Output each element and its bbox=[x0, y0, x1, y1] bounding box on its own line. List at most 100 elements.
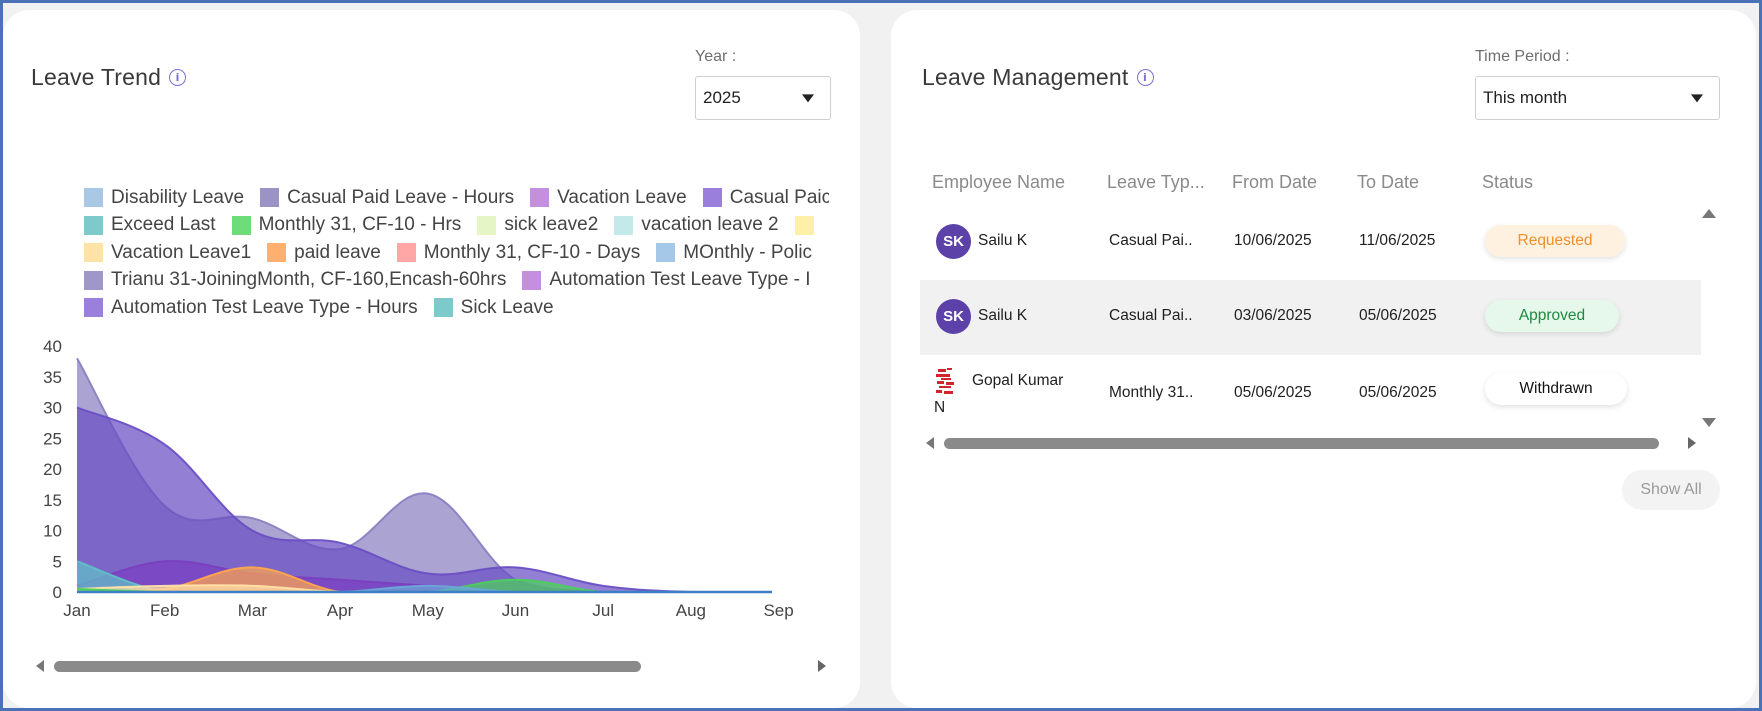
x-tick-label: Feb bbox=[150, 601, 179, 620]
legend-row: Vacation Leave1 paid leave Monthly 31, CF-… bbox=[84, 239, 829, 267]
x-tick-label: Jun bbox=[502, 601, 529, 620]
legend-swatch bbox=[614, 215, 634, 235]
legend-item[interactable]: Trianu 31-JoiningMonth, CF-160,Encash-60… bbox=[84, 269, 506, 291]
from-date: 03/06/2025 bbox=[1234, 307, 1312, 324]
chart-horizontal-scrollbar[interactable] bbox=[36, 656, 826, 676]
legend-item[interactable]: Casual Paic bbox=[702, 186, 829, 209]
x-tick-label: Jul bbox=[592, 601, 614, 620]
legend-label: Disability Leave bbox=[111, 186, 245, 208]
legend-row: Trianu 31-JoiningMonth, CF-160,Encash-60… bbox=[84, 267, 829, 295]
avatar: SK bbox=[936, 224, 971, 259]
legend-label: Exceed Last bbox=[111, 214, 216, 236]
show-all-button[interactable]: Show All bbox=[1622, 470, 1720, 510]
legend-item[interactable] bbox=[794, 215, 822, 235]
legend-item[interactable]: Automation Test Leave Type - I bbox=[522, 269, 811, 291]
legend-label: Trianu 31-JoiningMonth, CF-160,Encash-60… bbox=[111, 269, 507, 291]
legend-item[interactable]: Disability Leave bbox=[84, 187, 244, 209]
legend-label: sick leave2 bbox=[504, 214, 599, 236]
column-header-employee-name[interactable]: Employee Name bbox=[932, 172, 1066, 192]
y-tick-label: 0 bbox=[53, 583, 62, 602]
leave-management-title-text: Leave Management bbox=[922, 64, 1129, 90]
legend-item[interactable]: vacation leave 2 bbox=[614, 214, 779, 236]
status-badge: Requested bbox=[1485, 225, 1625, 257]
column-header-to-date[interactable]: To Date bbox=[1357, 172, 1420, 192]
status-badge: Approved bbox=[1485, 300, 1619, 332]
scroll-up-icon[interactable] bbox=[1702, 209, 1716, 218]
time-period-label: Time Period : bbox=[1475, 48, 1570, 65]
legend-swatch bbox=[260, 188, 280, 208]
x-tick-label: Mar bbox=[238, 601, 268, 620]
y-tick-label: 40 bbox=[43, 337, 62, 356]
legend-label: Casual Paid Leave - Hours bbox=[287, 186, 515, 208]
leave-type: Casual Pai.. bbox=[1109, 307, 1193, 324]
scroll-right-icon[interactable] bbox=[818, 660, 826, 672]
legend-swatch bbox=[522, 270, 542, 290]
legend-swatch bbox=[84, 215, 103, 235]
year-select[interactable]: 2025 bbox=[695, 76, 831, 120]
legend-swatch bbox=[267, 243, 287, 263]
leave-trend-title: Leave Trend i bbox=[31, 64, 187, 91]
series-area-1 bbox=[77, 407, 772, 592]
legend-swatch bbox=[84, 188, 103, 208]
x-tick-label: Sep bbox=[763, 601, 793, 620]
info-icon[interactable]: i bbox=[1136, 69, 1154, 86]
time-period-select-value: This month bbox=[1483, 88, 1568, 107]
year-label: Year : bbox=[695, 48, 737, 65]
legend-swatch bbox=[530, 188, 550, 208]
employee-name: Gopal Kumar bbox=[972, 372, 1064, 389]
employee-name: Sailu K bbox=[978, 307, 1028, 324]
avatar: SK bbox=[936, 299, 971, 334]
to-date: 05/06/2025 bbox=[1359, 384, 1437, 401]
legend-item[interactable]: Exceed Last bbox=[84, 214, 216, 236]
leave-management-card bbox=[891, 10, 1756, 708]
legend-swatch bbox=[84, 298, 103, 318]
column-header-status[interactable]: Status bbox=[1482, 172, 1534, 192]
x-tick-label: May bbox=[412, 601, 445, 620]
scroll-right-icon[interactable] bbox=[1688, 437, 1696, 449]
chart-legend: Disability Leave Casual Paid Leave - Hour… bbox=[84, 184, 829, 324]
legend-label: Monthly 31, CF-10 - Days bbox=[423, 241, 641, 263]
legend-item[interactable]: Automation Test Leave Type - Hours bbox=[84, 297, 418, 319]
chevron-down-icon bbox=[1691, 94, 1703, 103]
info-icon[interactable]: i bbox=[169, 69, 187, 86]
legend-item[interactable]: paid leave bbox=[267, 242, 381, 264]
to-date: 05/06/2025 bbox=[1359, 307, 1437, 324]
scroll-left-icon[interactable] bbox=[926, 437, 934, 449]
legend-item[interactable]: MOnthly - Polic bbox=[656, 242, 812, 264]
table-horizontal-scrollbar[interactable] bbox=[926, 433, 1696, 453]
status-badge: Withdrawn bbox=[1485, 373, 1627, 405]
legend-label: Sick Leave bbox=[460, 296, 554, 318]
scrollbar-thumb[interactable] bbox=[54, 661, 641, 672]
legend-label: Monthly 31, CF-10 - Hrs bbox=[258, 214, 462, 236]
employee-name: Sailu K bbox=[978, 232, 1028, 249]
leave-trend-title-text: Leave Trend bbox=[31, 64, 162, 90]
legend-row: Exceed Last Monthly 31, CF-10 - Hrs sick l… bbox=[84, 212, 829, 240]
scrollbar-thumb[interactable] bbox=[944, 438, 1659, 449]
column-header-leave-type[interactable]: Leave Typ... bbox=[1107, 172, 1205, 192]
time-period-select[interactable]: This month bbox=[1475, 76, 1720, 120]
x-tick-label: Jan bbox=[63, 601, 90, 620]
x-tick-label: Aug bbox=[676, 601, 706, 620]
legend-item[interactable]: Casual Paid Leave - Hours bbox=[260, 187, 514, 209]
y-tick-label: 10 bbox=[43, 522, 62, 541]
legend-label: Casual Paic bbox=[729, 186, 829, 208]
column-header-from-date[interactable]: From Date bbox=[1232, 172, 1318, 192]
legend-item[interactable]: Monthly 31, CF-10 - Hrs bbox=[231, 214, 462, 236]
legend-row: Disability Leave Casual Paid Leave - Hour… bbox=[84, 184, 829, 212]
scroll-down-icon[interactable] bbox=[1702, 418, 1716, 427]
scroll-left-icon[interactable] bbox=[36, 660, 44, 672]
leave-type: Casual Pai.. bbox=[1109, 232, 1193, 249]
legend-label: Vacation Leave bbox=[557, 186, 687, 208]
legend-item[interactable]: sick leave2 bbox=[477, 214, 598, 236]
year-select-value: 2025 bbox=[703, 88, 741, 107]
legend-item[interactable]: Vacation Leave1 bbox=[84, 242, 251, 264]
legend-swatch bbox=[702, 188, 722, 208]
y-tick-label: 25 bbox=[43, 429, 62, 448]
legend-swatch bbox=[84, 243, 103, 263]
from-date: 10/06/2025 bbox=[1234, 232, 1312, 249]
legend-swatch bbox=[477, 215, 497, 235]
legend-item[interactable]: Monthly 31, CF-10 - Days bbox=[396, 241, 641, 264]
legend-item[interactable]: Sick Leave bbox=[433, 296, 554, 319]
legend-item[interactable]: Vacation Leave bbox=[530, 187, 687, 209]
